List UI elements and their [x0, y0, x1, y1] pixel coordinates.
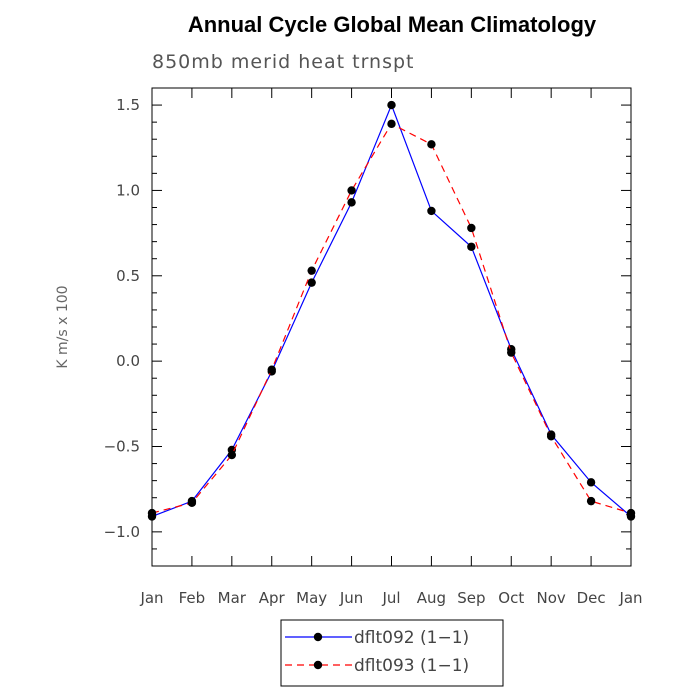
- legend: dflt092 (1−1) dflt093 (1−1): [285, 628, 469, 676]
- legend-label-0: dflt092 (1−1): [354, 628, 469, 648]
- y-axis-label: K m/s x 100: [55, 285, 71, 368]
- series-1-point: [187, 498, 197, 508]
- series-0-point: [586, 478, 596, 487]
- series-1-point: [267, 365, 276, 374]
- legend-label-1: dflt093 (1−1): [354, 656, 469, 676]
- series-0-point: [427, 206, 436, 216]
- y-tick-label: 1.5: [116, 96, 140, 114]
- series-1-point: [347, 186, 356, 195]
- x-tick-label: Mar: [218, 589, 247, 607]
- series-1-point: [147, 508, 157, 518]
- series-1-point: [387, 119, 396, 129]
- x-tick-label: Apr: [259, 589, 286, 607]
- series-0-point: [387, 100, 396, 110]
- series-1-point: [467, 223, 476, 233]
- series-line-0: [151, 103, 632, 518]
- chart-subtitle: 850mb merid heat trnspt: [152, 51, 415, 73]
- x-tick-label: Nov: [537, 589, 566, 607]
- legend-marker-0: [313, 632, 323, 642]
- series-1-point: [546, 432, 556, 441]
- x-tick-label: Jul: [381, 589, 400, 607]
- y-tick-label: 0.0: [116, 352, 140, 370]
- series-1-point: [307, 266, 316, 275]
- x-tick-label: Oct: [498, 589, 524, 607]
- legend-marker-1: [313, 660, 323, 670]
- y-tick-label: 1.0: [116, 181, 140, 199]
- chart-title: Annual Cycle Global Mean Climatology: [188, 12, 597, 37]
- series-1-point: [507, 348, 516, 357]
- x-tick-label: Sep: [457, 589, 485, 607]
- y-tick-label: −0.5: [104, 438, 140, 456]
- series-0-point: [307, 278, 316, 287]
- y-tick-label: −1.0: [104, 523, 140, 541]
- series-1-point: [586, 496, 596, 506]
- series-0-point: [347, 198, 356, 207]
- x-tick-label: Aug: [417, 589, 446, 607]
- series-layer: [147, 100, 636, 521]
- series-line-1: [151, 123, 632, 514]
- x-tick-label: May: [296, 589, 327, 607]
- plot-frame: [151, 87, 632, 567]
- axes: 1.5 1.0 0.5 0.0 −0.5 −1.0 Jan Feb Mar Apr May Jun Ju…: [104, 87, 643, 607]
- x-tick-label: Dec: [577, 589, 606, 607]
- series-1-point: [227, 450, 237, 460]
- series-0-point: [467, 242, 476, 251]
- series-1-point: [427, 140, 436, 149]
- x-tick-label: Jun: [339, 589, 363, 607]
- series-1-point: [626, 508, 636, 518]
- legend-box: [280, 619, 504, 687]
- x-tick-label: Feb: [179, 589, 206, 607]
- y-tick-label: 0.5: [116, 267, 140, 285]
- x-tick-label: Jan: [139, 589, 163, 607]
- x-tick-label: Jan: [618, 589, 642, 607]
